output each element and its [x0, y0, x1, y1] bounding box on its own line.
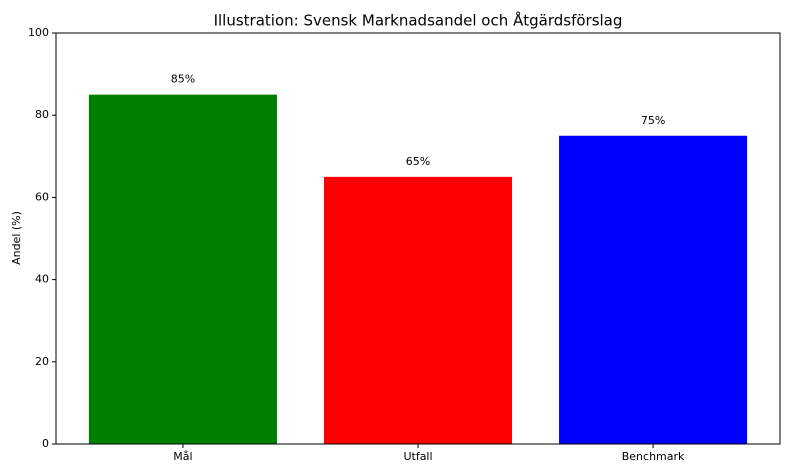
y-tick-label: 60 — [35, 190, 49, 203]
bar — [88, 94, 277, 445]
bar — [559, 135, 748, 444]
y-tick-label: 100 — [28, 26, 49, 39]
y-tick-label: 40 — [35, 273, 49, 286]
chart-title: Illustration: Svensk Marknadsandel och Å… — [214, 11, 623, 30]
x-tick-label: Mål — [173, 450, 192, 463]
y-axis-label: Andel (%) — [10, 211, 23, 265]
value-label: 65% — [406, 155, 430, 168]
value-label: 75% — [641, 114, 665, 127]
y-tick-label: 80 — [35, 108, 49, 121]
plot-frame — [55, 32, 781, 445]
bar — [323, 176, 513, 444]
x-tick-label: Benchmark — [622, 450, 685, 463]
value-label: 85% — [171, 73, 195, 86]
y-tick-label: 0 — [42, 437, 49, 450]
x-tick-label: Utfall — [403, 450, 432, 463]
y-tick-label: 20 — [35, 355, 49, 368]
